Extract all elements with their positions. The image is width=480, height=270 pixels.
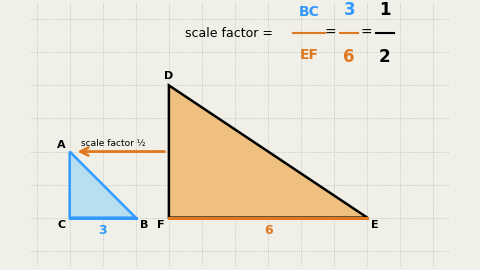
Text: 3: 3 — [98, 224, 107, 237]
Text: F: F — [157, 220, 165, 230]
Polygon shape — [70, 151, 136, 218]
Text: E: E — [372, 220, 379, 230]
Text: 6: 6 — [344, 48, 355, 66]
Polygon shape — [169, 85, 367, 218]
Text: BC: BC — [299, 5, 320, 19]
Text: A: A — [57, 140, 66, 150]
Text: 6: 6 — [264, 224, 273, 237]
Text: 1: 1 — [379, 1, 391, 19]
Text: =: = — [324, 26, 336, 40]
Text: B: B — [140, 220, 148, 230]
Text: 3: 3 — [343, 1, 355, 19]
Text: scale factor =: scale factor = — [185, 27, 274, 40]
Text: C: C — [58, 220, 66, 230]
Text: D: D — [164, 72, 173, 82]
Text: 2: 2 — [379, 48, 391, 66]
Text: scale factor ½: scale factor ½ — [81, 139, 146, 148]
Text: EF: EF — [300, 48, 319, 62]
Text: =: = — [360, 26, 372, 40]
